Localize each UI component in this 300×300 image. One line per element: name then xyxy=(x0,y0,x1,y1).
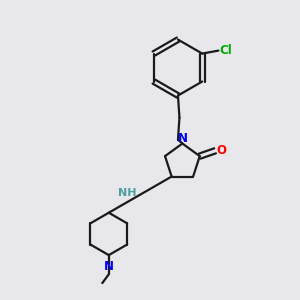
Text: O: O xyxy=(217,144,227,157)
Text: Cl: Cl xyxy=(220,44,233,57)
Text: NH: NH xyxy=(118,188,136,198)
Text: N: N xyxy=(104,260,114,273)
Text: N: N xyxy=(177,132,188,145)
